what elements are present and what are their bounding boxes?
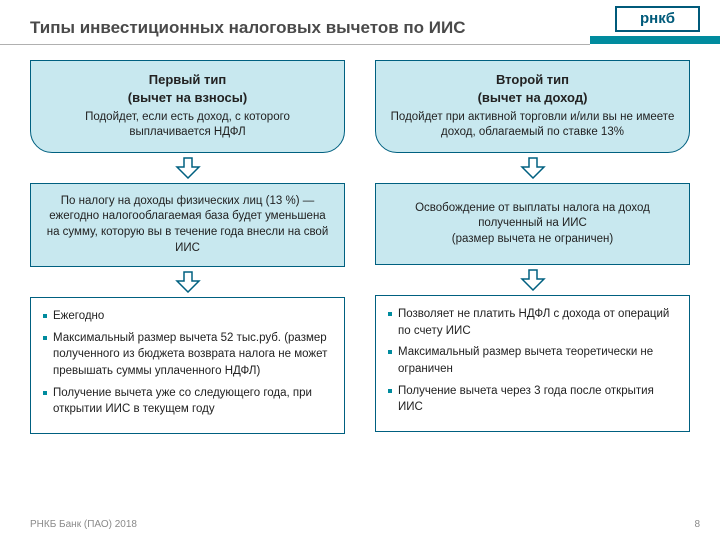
type1-details-box: Ежегодно Максимальный размер вычета 52 т… — [30, 297, 345, 434]
bullet-item: Максимальный размер вычета 52 тыс.руб. (… — [43, 330, 332, 380]
type2-header-box: Второй тип(вычет на доход) Подойдет при … — [375, 60, 690, 153]
brand-logo: рнкб — [615, 6, 700, 32]
header-accent-bar — [590, 36, 720, 44]
column-type-2: Второй тип(вычет на доход) Подойдет при … — [375, 60, 690, 434]
page-title: Типы инвестиционных налоговых вычетов по… — [30, 18, 466, 38]
down-arrow-icon — [520, 157, 546, 179]
footer-copyright: РНКБ Банк (ПАО) 2018 — [30, 519, 137, 530]
type1-title: Первый тип(вычет на взносы) — [45, 71, 330, 106]
type2-details-box: Позволяет не платить НДФЛ с дохода от оп… — [375, 295, 690, 432]
type2-description: Освобождение от выплаты налога на доход … — [390, 201, 675, 248]
bullet-item: Получение вычета через 3 года после откр… — [388, 383, 677, 416]
type1-description: По налогу на доходы физических лиц (13 %… — [45, 194, 330, 256]
type1-subtitle: Подойдет, если есть доход, с которого вы… — [45, 110, 330, 140]
down-arrow-icon — [175, 271, 201, 293]
bullet-item: Позволяет не платить НДФЛ с дохода от оп… — [388, 306, 677, 339]
down-arrow-icon — [175, 157, 201, 179]
bullet-item: Максимальный размер вычета теоретически … — [388, 344, 677, 377]
bullet-item: Ежегодно — [43, 308, 332, 325]
type1-description-box: По налогу на доходы физических лиц (13 %… — [30, 183, 345, 267]
title-divider — [0, 44, 590, 45]
page-number: 8 — [694, 519, 700, 530]
type2-subtitle: Подойдет при активной торговли и/или вы … — [390, 110, 675, 140]
down-arrow-icon — [520, 269, 546, 291]
type2-description-box: Освобождение от выплаты налога на доход … — [375, 183, 690, 265]
bullet-item: Получение вычета уже со следующего года,… — [43, 385, 332, 418]
comparison-columns: Первый тип(вычет на взносы) Подойдет, ес… — [30, 60, 690, 434]
column-type-1: Первый тип(вычет на взносы) Подойдет, ес… — [30, 60, 345, 434]
type1-header-box: Первый тип(вычет на взносы) Подойдет, ес… — [30, 60, 345, 153]
type2-title: Второй тип(вычет на доход) — [390, 71, 675, 106]
